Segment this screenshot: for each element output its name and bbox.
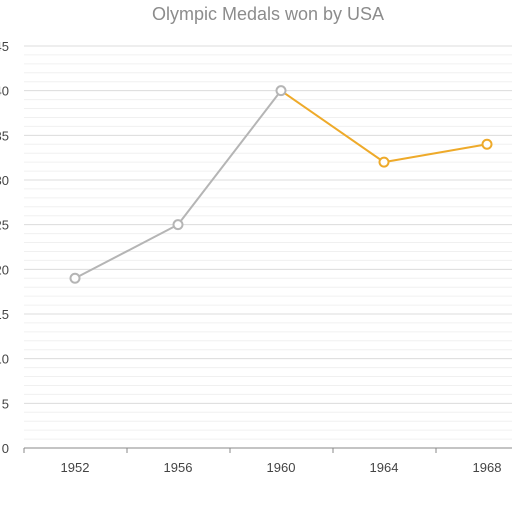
y-tick-label: 0 <box>2 441 9 456</box>
data-point <box>69 272 81 284</box>
x-tick-label: 1960 <box>267 460 296 475</box>
y-tick-label: 5 <box>2 396 9 411</box>
data-point <box>378 156 390 168</box>
y-tick-label: 15 <box>0 307 9 322</box>
x-tick-label: 1964 <box>370 460 399 475</box>
y-tick-label: 35 <box>0 128 9 143</box>
x-tick-label: 1956 <box>164 460 193 475</box>
y-tick-label: 10 <box>0 352 9 367</box>
x-tick-label: 1968 <box>473 460 502 475</box>
data-point <box>172 219 184 231</box>
y-tick-label: 30 <box>0 173 9 188</box>
series-line-segment <box>280 89 385 163</box>
data-point <box>481 138 493 150</box>
series-line-segment <box>74 223 179 280</box>
y-tick-label: 25 <box>0 218 9 233</box>
series-line-segment <box>383 143 488 164</box>
data-point <box>275 85 287 97</box>
y-tick-label: 40 <box>0 84 9 99</box>
y-tick-label: 45 <box>0 39 9 54</box>
x-tick-label: 1952 <box>61 460 90 475</box>
series-line-segment <box>177 90 282 226</box>
chart-title: Olympic Medals won by USA <box>151 4 385 24</box>
y-tick-label: 20 <box>0 262 9 277</box>
